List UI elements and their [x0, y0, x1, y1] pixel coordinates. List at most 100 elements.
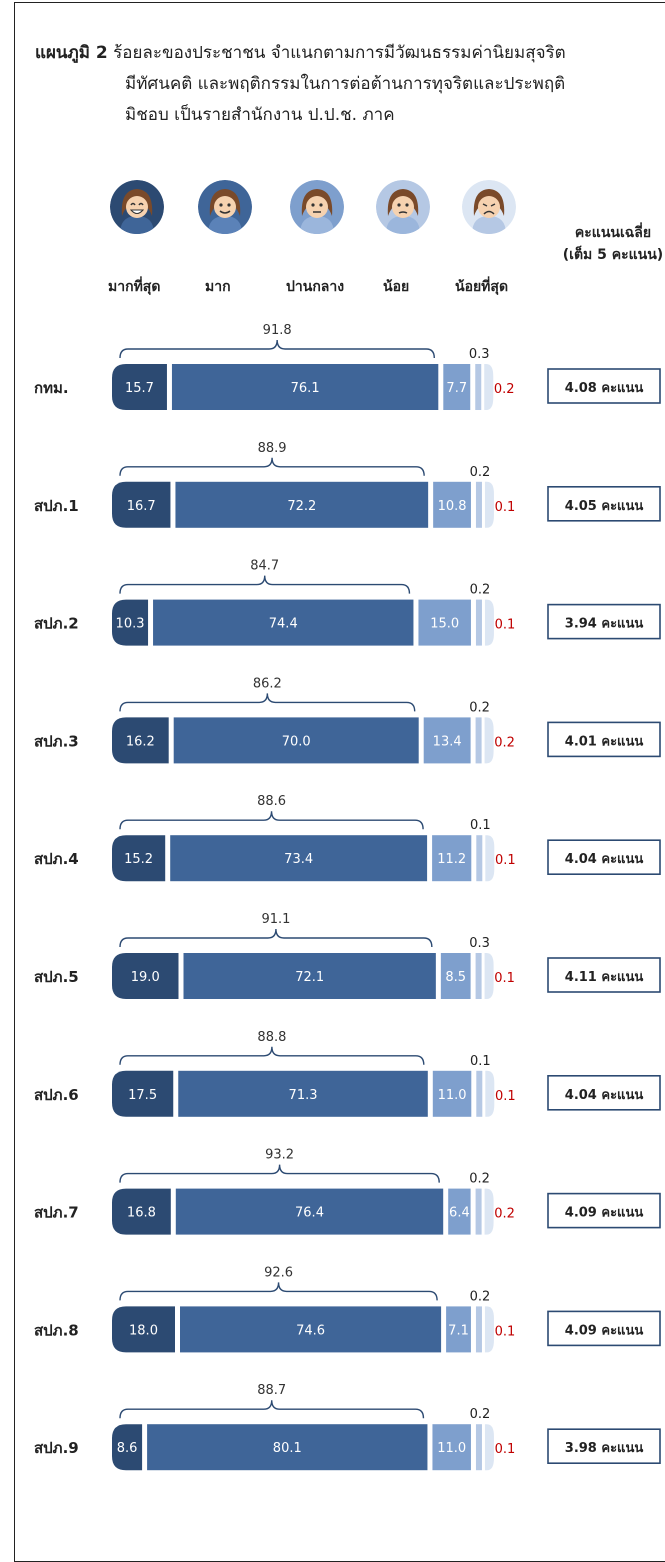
bar-segment-least: [484, 1188, 494, 1235]
average-score-value: 4.09 คะแนน: [565, 1323, 644, 1338]
row-label: สปภ.9: [34, 1439, 79, 1457]
average-score-header: คะแนนเฉลี่ย (เต็ม 5 คะแนน): [543, 222, 665, 266]
top2-brace: [119, 1400, 425, 1419]
row-label: สปภ.7: [34, 1204, 79, 1222]
bar-label-least: 0.1: [495, 500, 516, 515]
legend-label-least: น้อยที่สุด: [455, 279, 509, 295]
bar-segment-least: [484, 1424, 494, 1471]
title-prefix: แผนภูมิ 2: [35, 43, 108, 63]
bar-label-much: 73.4: [284, 852, 313, 867]
average-score-box: [547, 485, 661, 522]
bar-segment-most: [112, 835, 166, 882]
bar-segment-most: [112, 1070, 174, 1117]
legend-label-little: น้อย: [383, 279, 410, 295]
bar-label-least: 0.2: [494, 382, 515, 397]
bar-label-much: 72.1: [295, 970, 324, 985]
bar-segment-moderate: [440, 953, 471, 999]
average-score-box: [547, 1310, 661, 1347]
bar-segment-much: [153, 599, 414, 646]
bar-segment-moderate: [418, 599, 471, 646]
bar-label-most: 8.6: [117, 1441, 138, 1456]
bar-label-little: 0.2: [470, 465, 491, 480]
chart-title: แผนภูมิ 2 ร้อยละของประชาชน จำแนกตามการมี…: [35, 38, 660, 131]
bar-label-moderate: 6.4: [449, 1206, 470, 1221]
face-happy-icon: [198, 180, 252, 234]
top2-sum-label: 91.8: [263, 323, 292, 338]
bar-label-little: 0.3: [469, 347, 490, 362]
bar-segment-least: [485, 835, 495, 882]
bar-label-least: 0.2: [494, 735, 515, 750]
bar-label-much: 74.4: [269, 617, 298, 632]
top2-sum-label: 92.6: [264, 1265, 293, 1280]
bar-segment-moderate: [446, 1306, 471, 1353]
average-header-line-1: คะแนนเฉลี่ย: [574, 225, 652, 241]
bar-segment-much: [175, 481, 429, 528]
bar-label-least: 0.1: [495, 1324, 516, 1339]
bar-segment-much: [147, 1424, 428, 1471]
average-score-value: 4.11 คะแนน: [565, 970, 644, 985]
average-score-box: [547, 368, 661, 404]
bar-label-moderate: 15.0: [430, 617, 459, 632]
bar-segment-moderate: [433, 481, 471, 528]
bar-label-most: 10.3: [116, 617, 145, 632]
row-label: สปภ.1: [34, 497, 79, 515]
bar-label-least: 0.2: [494, 1207, 515, 1222]
bar-segment-most: [112, 1306, 175, 1353]
bar-segment-moderate: [432, 1070, 472, 1117]
average-score-value: 3.94 คะแนน: [565, 617, 644, 632]
bar-label-little: 0.2: [470, 1407, 491, 1422]
bar-segment-moderate: [423, 717, 471, 764]
bar-label-moderate: 11.2: [437, 852, 466, 867]
bar-segment-most: [112, 953, 179, 999]
bar-label-most: 16.2: [126, 734, 155, 749]
bar-label-most: 16.7: [127, 499, 156, 514]
average-score-value: 4.09 คะแนน: [565, 1206, 644, 1221]
bar-label-least: 0.1: [495, 1089, 516, 1104]
bar-segment-much: [180, 1306, 442, 1353]
bar-segment-moderate: [448, 1188, 471, 1235]
top2-brace: [119, 928, 433, 948]
bar-label-little: 0.3: [469, 936, 490, 951]
bar-segment-much: [173, 717, 419, 764]
bar-label-least: 0.1: [495, 853, 516, 868]
average-score-value: 4.01 คะแนน: [565, 734, 644, 749]
average-score-box: [547, 957, 661, 993]
face-very-happy-icon: [110, 180, 164, 234]
bar-label-moderate: 10.8: [438, 499, 467, 514]
bar-segment-moderate: [443, 364, 471, 410]
average-score-box: [547, 1075, 661, 1111]
top2-sum-label: 84.7: [250, 559, 279, 574]
bar-label-little: 0.2: [469, 700, 490, 715]
bar-segment-much: [170, 835, 428, 882]
bar-label-moderate: 7.7: [446, 381, 467, 396]
average-score-value: 3.98 คะแนน: [565, 1441, 644, 1456]
top2-sum-label: 86.2: [253, 676, 282, 691]
bar-segment-little: [475, 1306, 482, 1353]
bar-label-most: 17.5: [128, 1088, 157, 1103]
average-score-box: [547, 603, 661, 640]
bar-label-little: 0.1: [470, 818, 491, 833]
average-score-box: [547, 1192, 661, 1229]
bar-label-moderate: 11.0: [438, 1088, 467, 1103]
average-score-value: 4.04 คะแนน: [565, 852, 644, 867]
bar-segment-least: [485, 1070, 495, 1117]
bar-label-little: 0.2: [470, 1289, 491, 1304]
bar-segment-most: [112, 599, 149, 646]
bar-segment-little: [476, 835, 483, 882]
bar-segment-little: [475, 1188, 482, 1235]
average-score-box: [547, 839, 661, 876]
bar-label-most: 18.0: [129, 1323, 158, 1338]
bar-segment-most: [112, 717, 169, 764]
bar-segment-moderate: [432, 835, 472, 882]
bar-segment-little: [475, 717, 482, 764]
face-very-unhappy-icon: [462, 180, 516, 234]
bar-label-much: 74.6: [296, 1323, 325, 1338]
bar-label-moderate: 8.5: [445, 970, 466, 985]
average-score-box: [547, 1428, 661, 1464]
row-label: กทม.: [34, 379, 69, 397]
average-score-value: 4.04 คะแนน: [565, 1088, 644, 1103]
bar-label-moderate: 13.4: [433, 734, 462, 749]
row-label: สปภ.3: [34, 732, 79, 750]
top2-brace: [119, 457, 425, 476]
